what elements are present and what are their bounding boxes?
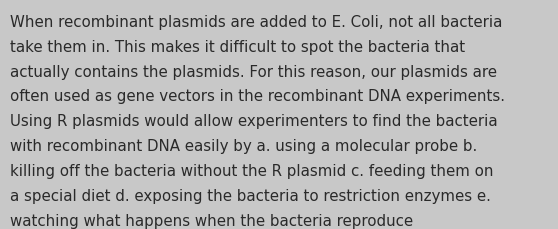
Text: often used as gene vectors in the recombinant DNA experiments.: often used as gene vectors in the recomb… xyxy=(10,89,505,104)
Text: with recombinant DNA easily by a. using a molecular probe b.: with recombinant DNA easily by a. using … xyxy=(10,139,477,153)
Text: watching what happens when the bacteria reproduce: watching what happens when the bacteria … xyxy=(10,213,413,228)
Text: a special diet d. exposing the bacteria to restriction enzymes e.: a special diet d. exposing the bacteria … xyxy=(10,188,491,203)
Text: actually contains the plasmids. For this reason, our plasmids are: actually contains the plasmids. For this… xyxy=(10,64,497,79)
Text: When recombinant plasmids are added to E. Coli, not all bacteria: When recombinant plasmids are added to E… xyxy=(10,15,502,30)
Text: take them in. This makes it difficult to spot the bacteria that: take them in. This makes it difficult to… xyxy=(10,40,465,55)
Text: killing off the bacteria without the R plasmid c. feeding them on: killing off the bacteria without the R p… xyxy=(10,163,493,178)
Text: Using R plasmids would allow experimenters to find the bacteria: Using R plasmids would allow experimente… xyxy=(10,114,498,129)
